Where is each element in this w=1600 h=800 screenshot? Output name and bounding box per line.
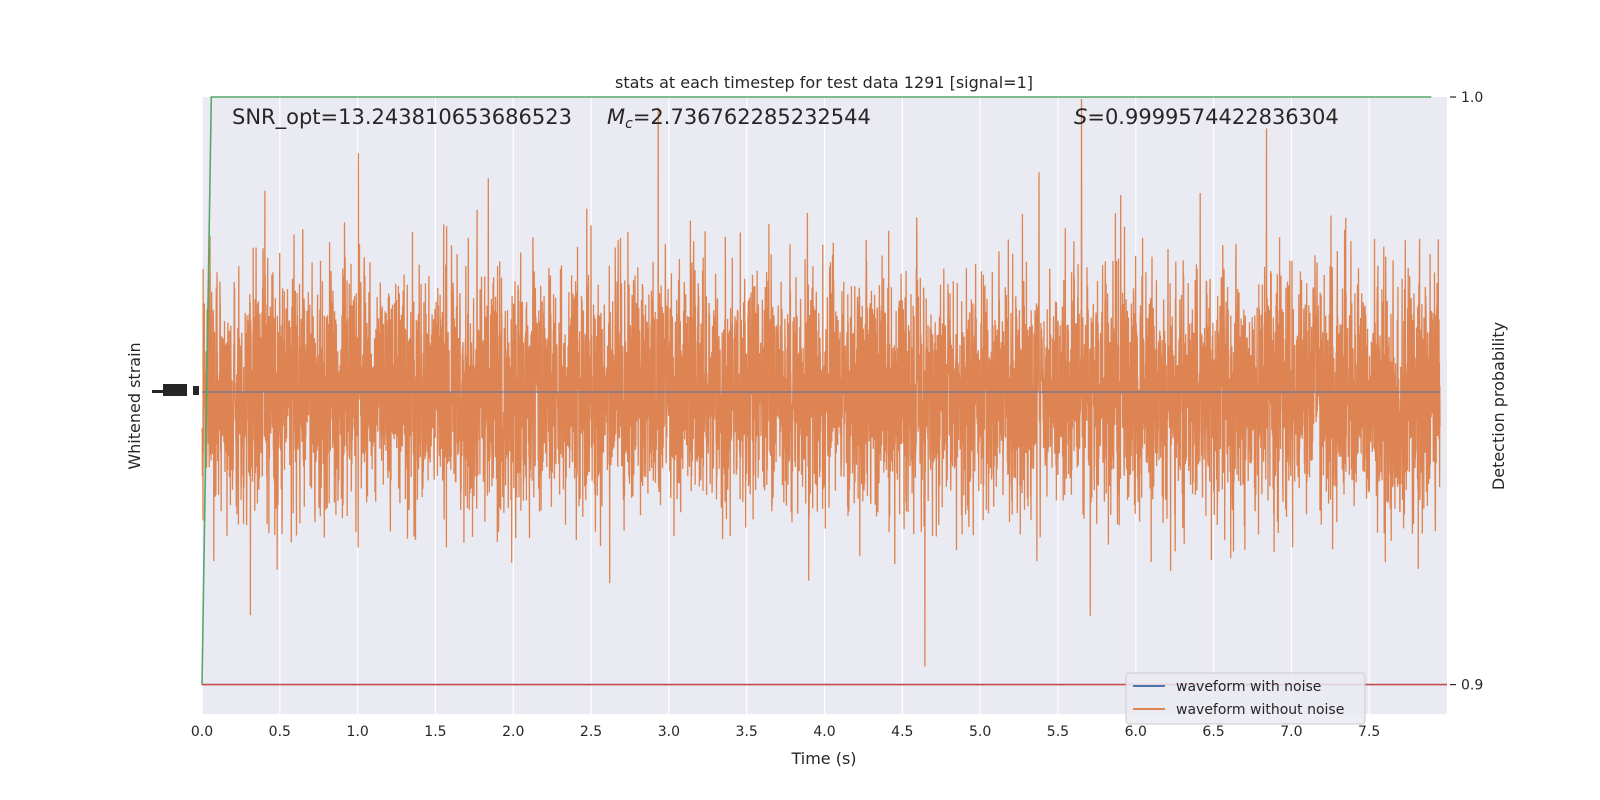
s-annotation: S=0.9999574422836304: [1074, 105, 1339, 129]
x-axis-label: Time (s): [790, 749, 856, 768]
series-waveform-without-noise: [201, 98, 1441, 667]
x-tick-label-6: 3.0: [658, 724, 680, 740]
x-tick-label-12: 6.0: [1125, 724, 1147, 740]
right-tick-labels: 0.9 1.0: [1450, 90, 1483, 694]
s-value: =0.9999574422836304: [1087, 105, 1338, 129]
x-tick-label-3: 1.5: [424, 724, 446, 740]
x-tick-label-13: 6.5: [1202, 724, 1224, 740]
x-tick-label-7: 3.5: [736, 724, 758, 740]
x-tick-label-8: 4.0: [813, 724, 835, 740]
s-symbol: S: [1074, 105, 1087, 129]
x-tick-label-5: 2.5: [580, 724, 602, 740]
legend-label-without-noise: waveform without noise: [1176, 702, 1344, 718]
left-tick-blob: [163, 384, 187, 396]
x-tick-label-11: 5.5: [1047, 724, 1069, 740]
left-tick-cluster: [152, 384, 199, 396]
noise-series-layer: [201, 98, 1441, 667]
left-axis-label: Whitened strain: [125, 342, 144, 469]
x-tick-label-15: 7.5: [1358, 724, 1380, 740]
mc-value: =2.736762285232544: [633, 105, 871, 129]
legend-box: [1125, 672, 1366, 725]
x-tick-label-4: 2.0: [502, 724, 524, 740]
x-tick-label-2: 1.0: [346, 724, 368, 740]
right-axis-label: Detection probability: [1489, 322, 1508, 490]
series-probability: [201, 96, 1432, 685]
x-tick-label-14: 7.0: [1280, 724, 1302, 740]
snr-annotation: SNR_opt=13.243810653686523: [232, 105, 572, 130]
left-tick-mark: [193, 386, 199, 395]
x-tick-labels: 0.0 0.5 1.0 1.5 2.0 2.5 3.0 3.5 4.0 4.5 5.0 5.5 6.0 6…: [191, 724, 1380, 740]
x-tick-label-10: 5.0: [969, 724, 991, 740]
x-tick-label-1: 0.5: [269, 724, 291, 740]
mc-symbol: M: [607, 105, 625, 129]
x-tick-label-0: 0.0: [191, 724, 213, 740]
x-tick-label-9: 4.5: [891, 724, 913, 740]
right-tick-label-0: 0.9: [1461, 678, 1483, 694]
mc-subscript: c: [625, 116, 633, 132]
legend: waveform with noise waveform without noi…: [1125, 672, 1366, 725]
chart-title: stats at each timestep for test data 129…: [615, 73, 1033, 92]
legend-label-with-noise: waveform with noise: [1176, 679, 1321, 695]
mc-annotation: Mc=2.736762285232544: [607, 105, 871, 132]
annotations: SNR_opt=13.243810653686523 Mc=2.73676228…: [232, 105, 1339, 132]
left-tick-dash: [152, 390, 164, 393]
right-tick-label-1: 1.0: [1461, 90, 1483, 106]
